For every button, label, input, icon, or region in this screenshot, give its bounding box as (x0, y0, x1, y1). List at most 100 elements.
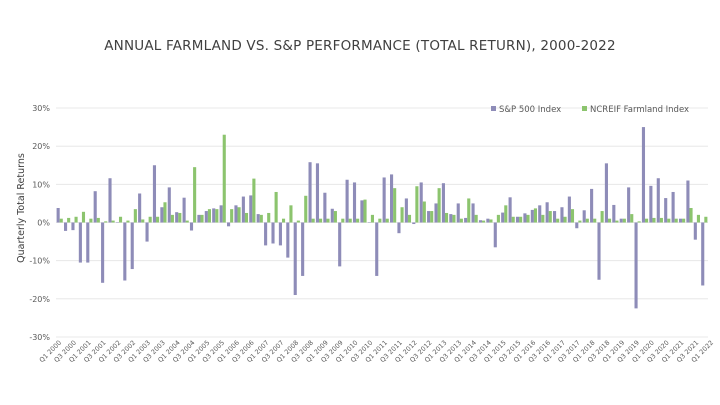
bar-sp500 (567, 196, 571, 223)
bar-sp500 (693, 222, 697, 240)
bar-farmland (156, 216, 160, 223)
bar-farmland (467, 198, 471, 223)
y-tick-label: -30% (29, 333, 50, 342)
bar-sp500 (308, 162, 312, 223)
bar-farmland (333, 211, 337, 223)
y-axis-ticks: 30% 20% 10% 0% -10% -20% -30% (29, 104, 50, 342)
bar-farmland (59, 218, 63, 223)
bar-sp500 (553, 211, 557, 223)
bar-sp500 (627, 187, 631, 223)
bar-sp500 (264, 222, 268, 246)
bar-sp500 (641, 127, 646, 223)
bar-farmland (126, 220, 130, 223)
bar-farmland (252, 178, 256, 223)
bar-farmland (430, 211, 434, 223)
bar-farmland (200, 214, 204, 223)
bar-sp500 (471, 203, 475, 223)
bar-sp500 (56, 208, 60, 223)
bar-farmland (600, 211, 604, 223)
bar-sp500 (375, 222, 379, 276)
bar-sp500 (523, 213, 527, 223)
bar-sp500 (219, 205, 223, 223)
bar-farmland (341, 218, 345, 223)
bar-sp500 (619, 218, 623, 223)
bar-farmland (541, 214, 545, 223)
bar-sp500 (345, 179, 349, 223)
bar-farmland (437, 188, 441, 223)
bar-farmland (667, 218, 671, 223)
bar-farmland (511, 216, 515, 223)
bar-farmland (459, 218, 463, 223)
bar-farmland (452, 214, 456, 223)
bar-farmland (607, 218, 612, 223)
bar-sp500 (293, 222, 297, 296)
bar-farmland (230, 209, 234, 223)
bar-sp500 (182, 197, 186, 223)
bar-sp500 (449, 214, 453, 223)
bar-sp500 (664, 198, 668, 223)
bar-farmland (215, 209, 219, 223)
bar-sp500 (323, 192, 327, 223)
y-tick-label: 30% (32, 104, 50, 113)
bar-farmland (548, 211, 552, 223)
bar-farmland (133, 209, 137, 223)
bar-sp500 (71, 222, 75, 231)
bar-sp500 (701, 222, 705, 286)
bar-farmland (111, 220, 115, 223)
bar-farmland (533, 208, 537, 223)
bar-farmland (585, 218, 589, 223)
bar-farmland (696, 214, 700, 223)
bar-farmland (74, 216, 78, 223)
bar-sp500 (612, 204, 616, 223)
bar-farmland (81, 211, 86, 223)
bar-farmland (578, 220, 582, 223)
y-axis-title: Quarterly Total Returns (16, 153, 27, 263)
bar-farmland (422, 201, 426, 223)
bar-sp500 (575, 222, 579, 229)
bar-farmland (170, 214, 174, 223)
bar-sp500 (234, 205, 238, 223)
bar-farmland (393, 188, 397, 223)
bar-sp500 (382, 177, 386, 223)
legend: S&P 500 Index NCREIF Farmland Index (491, 105, 689, 115)
bar-layer (56, 127, 708, 309)
bar-farmland (593, 218, 597, 223)
bar-sp500 (197, 214, 201, 223)
bar-sp500 (241, 196, 245, 223)
bar-sp500 (634, 222, 638, 309)
bar-sp500 (656, 178, 660, 223)
bar-farmland (289, 205, 293, 223)
bar-sp500 (227, 222, 231, 227)
bar-farmland (104, 221, 108, 223)
bar-sp500 (597, 222, 601, 280)
bar-sp500 (138, 193, 142, 223)
bar-sp500 (582, 210, 586, 223)
bar-sp500 (678, 218, 683, 223)
bar-sp500 (530, 209, 534, 223)
bar-farmland (400, 207, 404, 223)
bar-sp500 (390, 174, 394, 223)
bar-farmland (348, 218, 352, 223)
bar-farmland (504, 205, 508, 223)
bar-farmland (570, 209, 575, 223)
bar-farmland (281, 218, 286, 223)
bar-sp500 (545, 202, 549, 223)
bar-farmland (415, 186, 419, 223)
bar-sp500 (434, 203, 438, 223)
bar-sp500 (315, 163, 320, 223)
bar-sp500 (427, 211, 431, 223)
bar-sp500 (108, 178, 112, 223)
bar-farmland (482, 220, 486, 223)
bar-sp500 (686, 180, 690, 223)
bar-farmland (526, 214, 530, 223)
bar-sp500 (419, 182, 423, 223)
bar-sp500 (649, 185, 653, 223)
bar-sp500 (204, 211, 208, 223)
bar-farmland (274, 191, 278, 223)
bar-farmland (489, 219, 493, 223)
bar-farmland (474, 214, 478, 223)
bar-sp500 (338, 222, 342, 267)
bar-farmland (148, 216, 152, 223)
bar-sp500 (501, 212, 505, 223)
